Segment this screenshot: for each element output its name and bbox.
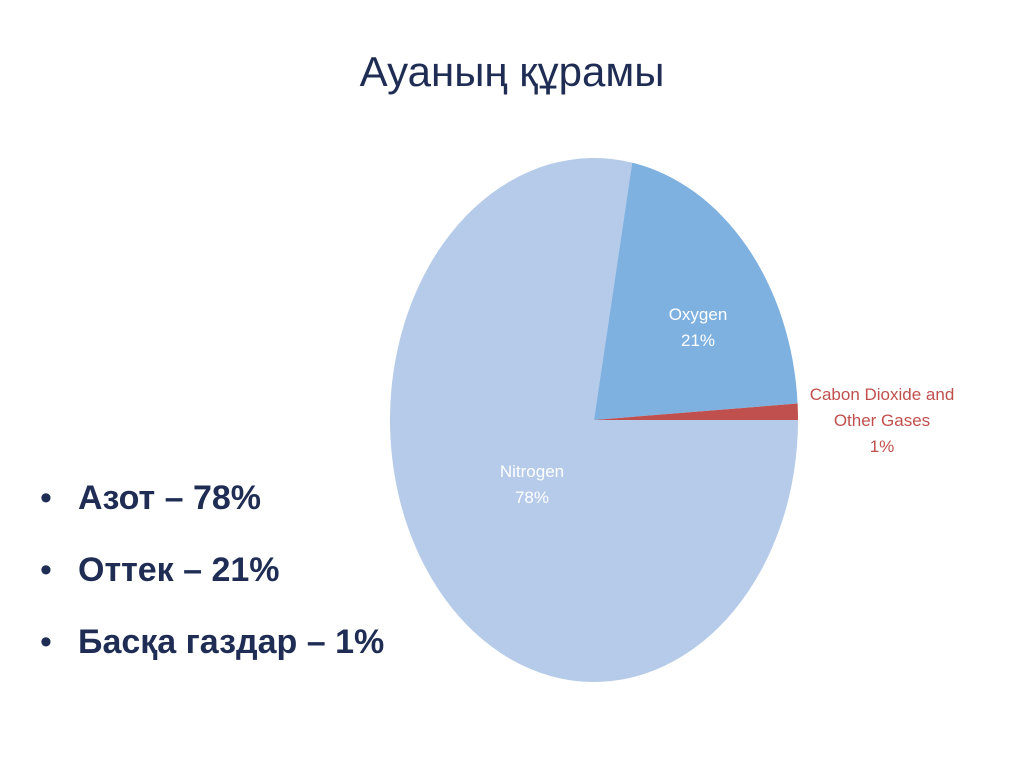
pie-slice: [594, 403, 798, 420]
pie-slice: [594, 162, 798, 420]
slice-label: Cabon Dioxide and Other Gases 1%: [802, 382, 962, 460]
slice-name: Cabon Dioxide and Other Gases: [809, 385, 955, 430]
pie-slice: [389, 158, 798, 683]
slice-value: 21%: [680, 331, 716, 350]
slice-label: Oxygen 21%: [669, 302, 728, 354]
slice-value: 78%: [514, 488, 550, 507]
slice-name: Nitrogen: [499, 462, 565, 481]
bullet-item: Оттек – 21%: [40, 542, 384, 614]
slide-title: Ауаның құрамы: [359, 48, 665, 95]
bullet-list: Азот – 78%Оттек – 21%Басқа газдар – 1%: [40, 470, 384, 686]
bullet-item: Азот – 78%: [40, 470, 384, 542]
slice-label: Nitrogen 78%: [500, 459, 564, 511]
slice-value: 1%: [869, 437, 895, 456]
bullet-item: Басқа газдар – 1%: [40, 614, 384, 686]
slice-name: Oxygen: [668, 305, 728, 324]
